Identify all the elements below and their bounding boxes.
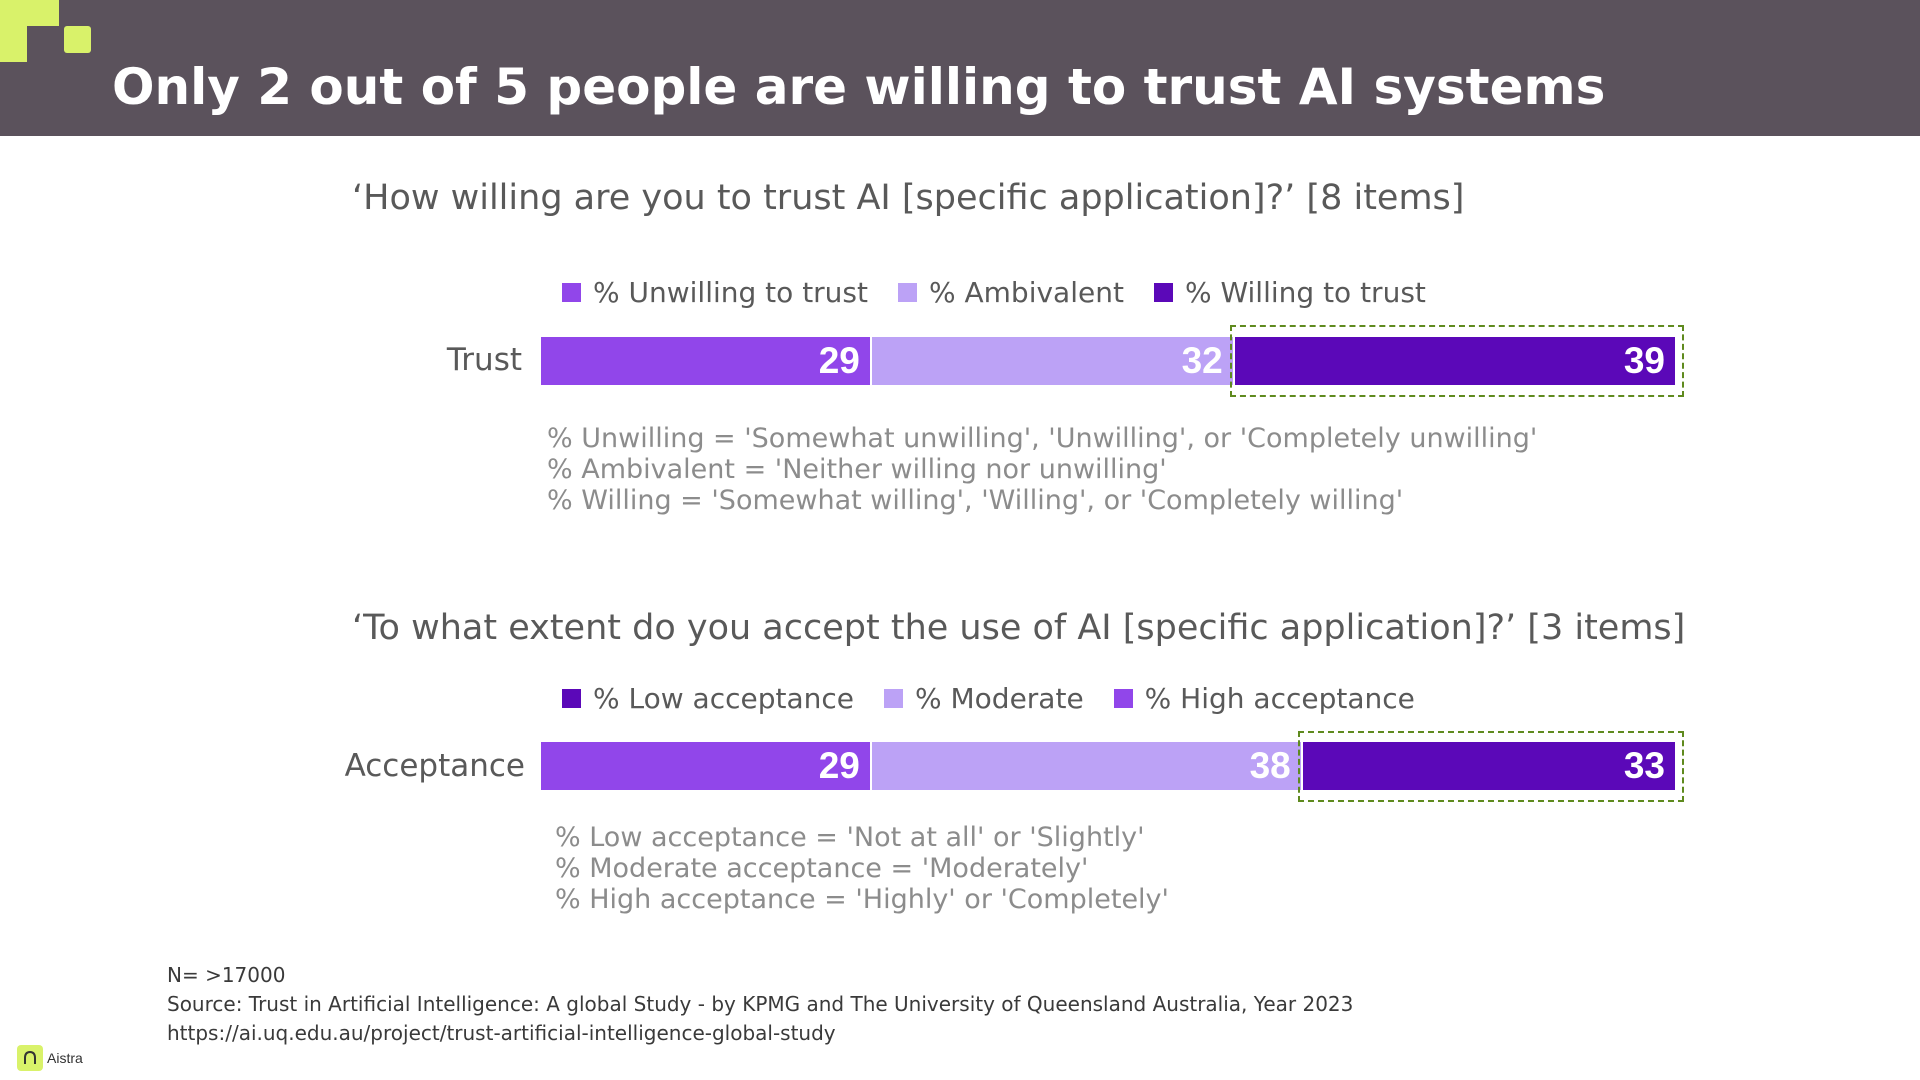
bar-segment: 29: [541, 337, 870, 385]
definitions-trust: % Unwilling = 'Somewhat unwilling', 'Unw…: [547, 423, 1537, 516]
bar-segment: 39: [1232, 337, 1675, 385]
data-label: 32: [1181, 340, 1223, 381]
stacked-bar-acceptance: 29 38 33: [541, 742, 1675, 790]
bar-segment: 32: [869, 337, 1233, 385]
definition-line: % Low acceptance = 'Not at all' or 'Slig…: [555, 822, 1145, 853]
data-label: 29: [818, 340, 860, 381]
chart-title-trust: ‘How willing are you to trust AI [specif…: [352, 178, 1465, 218]
category-label-acceptance: Acceptance: [344, 748, 525, 784]
legend-label: % High acceptance: [1144, 681, 1415, 715]
source-citation: Source: Trust in Artificial Intelligence…: [167, 992, 1354, 1016]
legend-swatch: [562, 282, 581, 302]
legend-item: % Unwilling to trust: [562, 276, 868, 309]
logo-text: Aistra: [47, 1050, 83, 1066]
data-label: 38: [1249, 745, 1291, 786]
definition-line: % Willing = 'Somewhat willing', 'Willing…: [547, 485, 1404, 516]
highlight-box-trust: [1229, 325, 1684, 397]
header-bar: Only 2 out of 5 people are willing to tr…: [0, 0, 1920, 136]
legend-item: % Willing to trust: [1153, 275, 1426, 309]
definitions-acceptance: % Low acceptance = 'Not at all' or 'Slig…: [555, 822, 1169, 915]
bar-segment: 29: [541, 742, 870, 790]
chart-title-acceptance: ‘To what extent do you accept the use of…: [352, 608, 1686, 648]
data-label: 33: [1623, 745, 1665, 786]
data-label: 39: [1623, 340, 1665, 381]
bar-segment: 38: [869, 742, 1301, 790]
legend-label: % Low acceptance: [593, 681, 854, 715]
decor-square: [27, 0, 59, 26]
legend-swatch: [884, 688, 903, 708]
legend-item: % Ambivalent: [898, 276, 1124, 309]
legend-label: % Unwilling to trust: [593, 275, 868, 309]
definition-line: % High acceptance = 'Highly' or 'Complet…: [555, 884, 1169, 915]
legend-label: % Moderate: [915, 681, 1084, 715]
legend-trust: % Unwilling to trust % Ambivalent % Will…: [562, 274, 1426, 310]
legend-swatch: [898, 282, 917, 302]
sample-size: N= >17000: [167, 963, 286, 987]
legend-item: % Moderate: [884, 682, 1084, 715]
highlight-box-acceptance: [1297, 731, 1684, 802]
page-title: Only 2 out of 5 people are willing to tr…: [112, 58, 1606, 116]
legend-acceptance: % Low acceptance % Moderate % High accep…: [562, 680, 1415, 716]
legend-swatch: [562, 688, 581, 708]
decor-square: [64, 26, 91, 53]
definition-line: % Unwilling = 'Somewhat unwilling', 'Unw…: [547, 423, 1538, 454]
legend-item: % Low acceptance: [562, 682, 854, 715]
legend-swatch: [1113, 688, 1133, 708]
legend-label: % Ambivalent: [929, 275, 1124, 309]
legend-label: % Willing to trust: [1184, 275, 1426, 309]
legend-item: % High acceptance: [1113, 681, 1415, 715]
stacked-bar-trust: 29 32 39: [541, 337, 1675, 385]
logo-mark-icon: [17, 1045, 43, 1071]
footer-source: N= >17000 Source: Trust in Artificial In…: [167, 961, 1353, 1048]
definition-line: % Ambivalent = 'Neither willing nor unwi…: [547, 454, 1167, 485]
data-label: 29: [818, 745, 860, 786]
category-label-trust: Trust: [446, 342, 522, 378]
definition-line: % Moderate acceptance = 'Moderately': [555, 853, 1089, 884]
decor-square: [0, 0, 27, 62]
legend-swatch: [1153, 282, 1173, 302]
brand-logo: Aistra: [17, 1045, 83, 1071]
source-link[interactable]: https://ai.uq.edu.au/project/trust-artif…: [167, 1021, 836, 1045]
bar-segment: 33: [1300, 742, 1675, 790]
